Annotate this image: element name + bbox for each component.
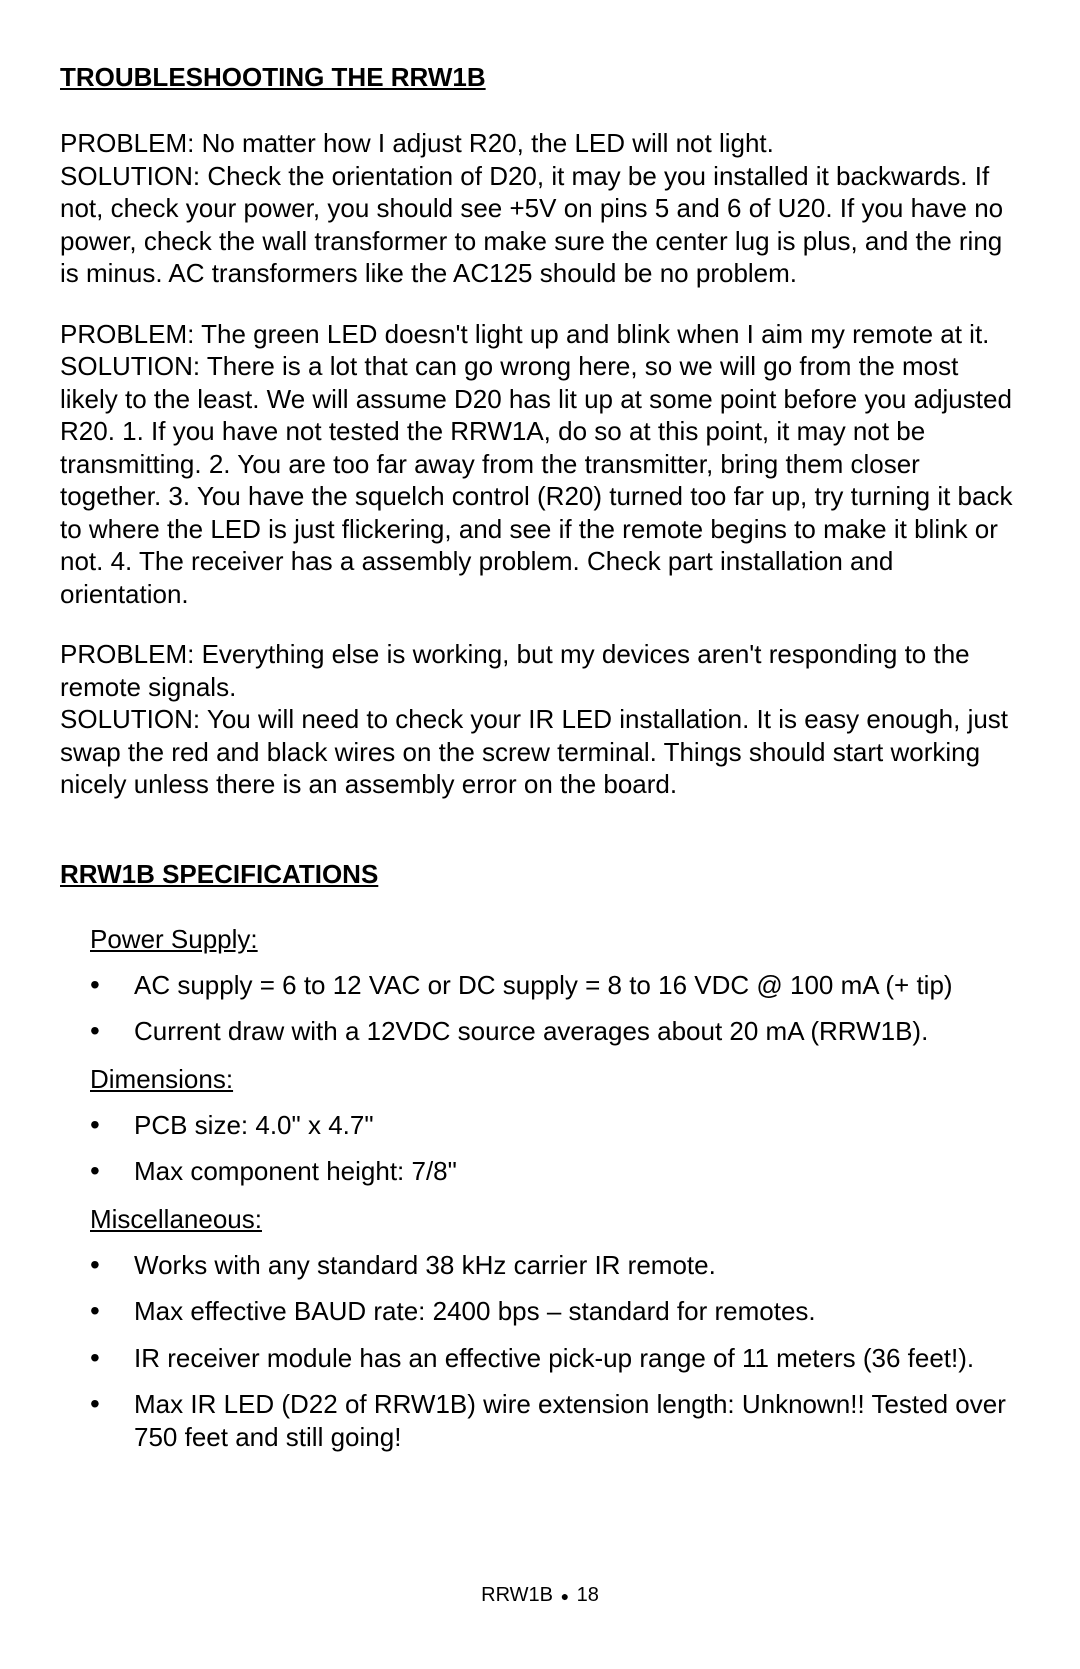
solution-text: SOLUTION: Check the orientation of D20, … — [60, 161, 1003, 289]
spec-group-heading: Dimensions: — [90, 1064, 1020, 1095]
spec-item: IR receiver module has an effective pick… — [90, 1342, 1020, 1375]
spec-list-dimensions: PCB size: 4.0" x 4.7" Max component heig… — [90, 1109, 1020, 1188]
solution-text: SOLUTION: There is a lot that can go wro… — [60, 351, 1012, 609]
spec-group-heading: Miscellaneous: — [90, 1204, 1020, 1235]
bullet-icon: ● — [561, 1588, 569, 1604]
page-footer: RRW1B ● 18 — [60, 1584, 1020, 1607]
spec-group-heading: Power Supply: — [90, 924, 1020, 955]
solution-text: SOLUTION: You will need to check your IR… — [60, 704, 1008, 799]
spec-item: Max effective BAUD rate: 2400 bps – stan… — [90, 1295, 1020, 1328]
problem-text: PROBLEM: Everything else is working, but… — [60, 639, 970, 702]
spec-item: Max component height: 7/8" — [90, 1155, 1020, 1188]
problem-text: PROBLEM: No matter how I adjust R20, the… — [60, 128, 774, 158]
document-page: TROUBLESHOOTING THE RRW1B PROBLEM: No ma… — [0, 0, 1080, 1669]
spec-list-power: AC supply = 6 to 12 VAC or DC supply = 8… — [90, 969, 1020, 1048]
spec-list-misc: Works with any standard 38 kHz carrier I… — [90, 1249, 1020, 1454]
spec-item: Works with any standard 38 kHz carrier I… — [90, 1249, 1020, 1282]
spec-item: Max IR LED (D22 of RRW1B) wire extension… — [90, 1388, 1020, 1453]
troubleshooting-item-1: PROBLEM: No matter how I adjust R20, the… — [60, 127, 1020, 290]
specifications-title: RRW1B SPECIFICATIONS — [60, 859, 1020, 890]
troubleshooting-title: TROUBLESHOOTING THE RRW1B — [60, 62, 1020, 93]
spec-item: Current draw with a 12VDC source average… — [90, 1015, 1020, 1048]
specifications-section: RRW1B SPECIFICATIONS Power Supply: AC su… — [60, 859, 1020, 1454]
troubleshooting-item-2: PROBLEM: The green LED doesn't light up … — [60, 318, 1020, 611]
troubleshooting-item-3: PROBLEM: Everything else is working, but… — [60, 638, 1020, 801]
footer-page-number: 18 — [577, 1584, 599, 1606]
spec-item: AC supply = 6 to 12 VAC or DC supply = 8… — [90, 969, 1020, 1002]
problem-text: PROBLEM: The green LED doesn't light up … — [60, 319, 989, 349]
spec-item: PCB size: 4.0" x 4.7" — [90, 1109, 1020, 1142]
footer-product: RRW1B — [481, 1584, 553, 1606]
